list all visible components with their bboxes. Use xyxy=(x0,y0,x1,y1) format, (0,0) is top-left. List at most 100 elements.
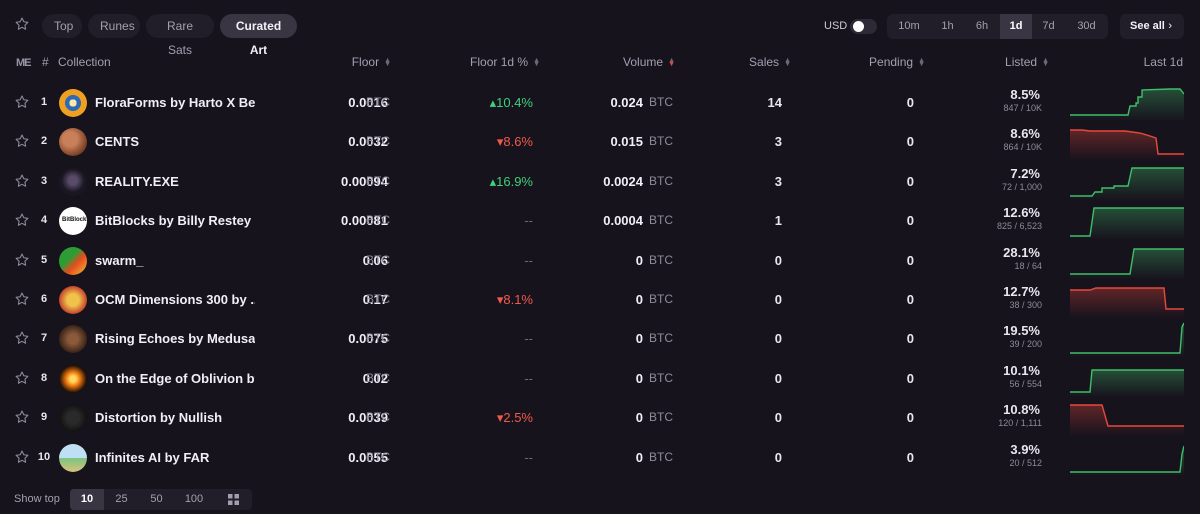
grid-view-icon[interactable] xyxy=(214,489,252,510)
tab-runes[interactable]: Runes xyxy=(88,14,140,38)
header-sales[interactable]: Sales ▲ ▼ xyxy=(749,55,791,69)
sales-count: 0 xyxy=(774,370,782,386)
collection-name[interactable]: Distortion by Nullish xyxy=(95,410,223,426)
floor-change: -- xyxy=(524,450,533,465)
collection-avatar[interactable] xyxy=(59,286,87,314)
header-listed-label: Listed xyxy=(1005,55,1038,69)
favorite-star-icon[interactable] xyxy=(14,370,32,388)
collection-avatar[interactable] xyxy=(59,364,87,393)
favorite-star-icon[interactable] xyxy=(14,94,32,112)
favorite-star-icon[interactable] xyxy=(14,291,32,309)
collection-avatar[interactable] xyxy=(59,167,87,196)
timeframe-30d[interactable]: 30d xyxy=(1077,20,1096,32)
tab-top[interactable]: Top xyxy=(42,14,82,38)
collection-avatar[interactable] xyxy=(59,325,87,354)
sparkline xyxy=(1070,369,1184,397)
sparkline-line xyxy=(1070,167,1184,197)
floor-price: 0.0039 xyxy=(348,410,388,426)
collection-avatar[interactable] xyxy=(59,404,87,433)
volume-value: 0 xyxy=(635,252,643,268)
pending-count: 0 xyxy=(906,410,914,426)
listed-percent: 10.8% xyxy=(1003,402,1040,418)
table-row[interactable]: 3 REALITY.EXE 0.00094 BTC ▴16.9% 0.0024 … xyxy=(0,162,1200,201)
header-sales-label: Sales xyxy=(749,55,780,69)
table-row[interactable]: 9 Distortion by Nullish 0.0039 BTC ▾2.5%… xyxy=(0,398,1200,437)
page-size-50[interactable]: 50 xyxy=(150,493,163,505)
sparkline-line xyxy=(1070,207,1184,237)
favorite-star-icon[interactable] xyxy=(14,449,32,467)
timeframe-1h[interactable]: 1h xyxy=(941,20,954,32)
timeframe-selector: 10m 1h 6h 1d 7d 30d xyxy=(887,14,1108,39)
collection-name[interactable]: Infinites AI by FAR xyxy=(95,449,210,465)
header-listed[interactable]: Listed ▲ ▼ xyxy=(1005,55,1049,69)
collection-name[interactable]: FloraForms by Harto X Bel... xyxy=(95,95,255,110)
floor-change-value: -- xyxy=(524,213,533,229)
volume-unit: BTC xyxy=(649,95,673,109)
row-rank: 10 xyxy=(37,450,51,463)
header-volume[interactable]: Volume ▲ ▼ xyxy=(623,55,675,69)
collection-name[interactable]: swarm_ xyxy=(95,252,144,268)
sparkline xyxy=(1070,323,1184,358)
favorite-star-icon[interactable] xyxy=(14,252,32,270)
collection-name[interactable]: Rising Echoes by Medusa ... xyxy=(95,331,255,347)
tab-rare-sats[interactable]: Rare Sats xyxy=(146,14,214,57)
table-row[interactable]: 4 BitBlocks BitBlocks by Billy Restey 0.… xyxy=(0,201,1200,240)
header-floor[interactable]: Floor ▲ ▼ xyxy=(352,55,391,69)
collection-name[interactable]: On the Edge of Oblivion by... xyxy=(95,370,255,386)
favorite-star-icon[interactable] xyxy=(14,409,32,427)
collection-avatar[interactable]: BitBlocks xyxy=(59,207,87,236)
trend-arrow-icon: ▾ xyxy=(496,134,504,150)
timeframe-7d[interactable]: 7d xyxy=(1042,20,1055,32)
sparkline xyxy=(1070,167,1184,200)
collection-avatar[interactable] xyxy=(59,443,87,472)
table-row[interactable]: 6 OCM Dimensions 300 by ... 0.17 BTC ▾8.… xyxy=(0,280,1200,319)
see-all-button[interactable]: See all › xyxy=(1120,14,1184,39)
collection-name[interactable]: REALITY.EXE xyxy=(95,173,179,189)
favorites-star-icon[interactable] xyxy=(14,16,36,36)
page-size-100[interactable]: 100 xyxy=(184,493,204,505)
favorite-star-icon[interactable] xyxy=(14,212,32,230)
favorite-star-icon[interactable] xyxy=(14,330,32,348)
collection-name[interactable]: BitBlocks by Billy Restey xyxy=(95,213,252,229)
tab-curated-art[interactable]: Curated Art xyxy=(220,14,297,57)
floor-unit: BTC xyxy=(366,173,390,188)
floor-change-value: -- xyxy=(524,331,533,347)
listed-percent: 3.9% xyxy=(1010,441,1040,457)
volume-value: 0.0024 xyxy=(603,173,643,189)
currency-label: USD xyxy=(824,20,848,32)
table-row[interactable]: 2 CENTS 0.0032 BTC ▾8.6% 0.015 BTC 3 0 8… xyxy=(0,122,1200,161)
filter-bar: Top Runes Rare Sats Curated Art USD 10m … xyxy=(0,10,1200,57)
sparkline xyxy=(1070,247,1184,279)
sparkline-line xyxy=(1070,369,1184,393)
page-size-10[interactable]: 10 xyxy=(70,489,104,510)
sparkline-area xyxy=(1070,167,1184,200)
page-size-25[interactable]: 25 xyxy=(115,493,128,505)
sort-desc-icon: ▲ ▼ xyxy=(668,56,675,68)
timeframe-6h[interactable]: 6h xyxy=(975,20,989,32)
timeframe-10m[interactable]: 10m xyxy=(898,20,920,32)
table-row[interactable]: 5 swarm_ 0.06 BTC -- 0 BTC 0 0 28.1% 18 … xyxy=(0,241,1200,280)
timeframe-1d[interactable]: 1d xyxy=(1000,14,1032,39)
listed-percent: 19.5% xyxy=(1003,323,1040,339)
floor-price: 0.00094 xyxy=(341,173,388,189)
table-row[interactable]: 10 Infinites AI by FAR 0.0055 BTC -- 0 B… xyxy=(0,438,1200,477)
collection-name[interactable]: CENTS xyxy=(95,134,140,150)
collection-avatar[interactable] xyxy=(59,246,87,275)
table-row[interactable]: 1 FloraForms by Harto X Bel... 0.0016 BT… xyxy=(0,83,1200,122)
listed-percent: 10.1% xyxy=(1003,362,1040,378)
floor-change-value: 2.5% xyxy=(503,410,533,426)
header-pending[interactable]: Pending ▲ ▼ xyxy=(869,55,925,69)
table-row[interactable]: 7 Rising Echoes by Medusa ... 0.0075 BTC… xyxy=(0,319,1200,358)
collection-avatar[interactable] xyxy=(59,128,87,157)
listed-percent: 28.1% xyxy=(1003,244,1040,260)
collection-name[interactable]: OCM Dimensions 300 by ... xyxy=(95,292,255,307)
see-all-label: See all xyxy=(1130,20,1165,32)
favorite-star-icon[interactable] xyxy=(14,133,32,151)
table-row[interactable]: 8 On the Edge of Oblivion by... 0.02 BTC… xyxy=(0,359,1200,398)
header-floor-change[interactable]: Floor 1d % ▲ ▼ xyxy=(470,55,540,69)
row-rank: 3 xyxy=(40,174,48,187)
sort-icon: ▲ ▼ xyxy=(1042,56,1049,68)
favorite-star-icon[interactable] xyxy=(14,173,32,191)
collection-avatar[interactable] xyxy=(59,89,87,117)
usd-toggle[interactable] xyxy=(850,19,877,34)
